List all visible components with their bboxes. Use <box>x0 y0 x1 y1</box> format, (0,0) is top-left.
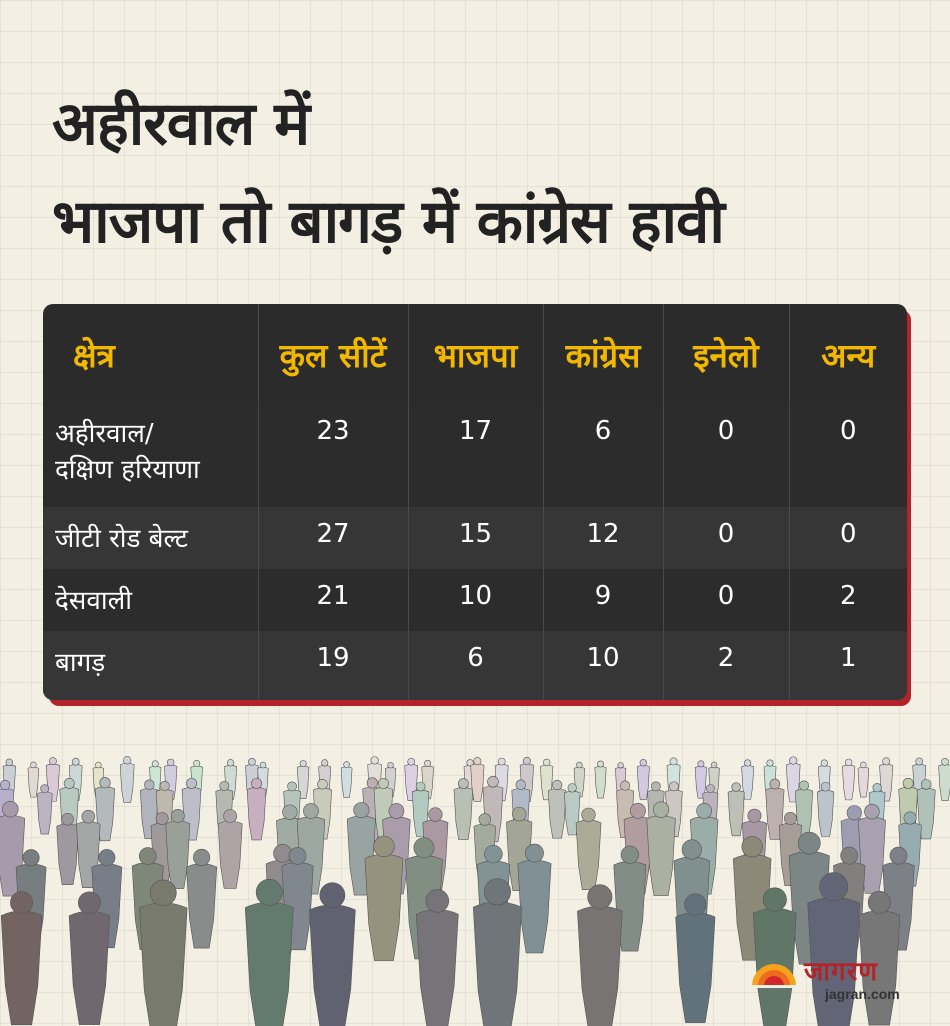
crowd-person <box>573 761 586 798</box>
congress-cell: 12 <box>543 507 664 569</box>
crowd-person <box>36 784 53 835</box>
crowd-person <box>297 760 310 799</box>
crowd-person <box>472 878 522 1026</box>
others-cell: 2 <box>839 581 857 611</box>
total-seats-cell: 23 <box>258 404 409 507</box>
crowd-person <box>416 889 459 1026</box>
total-seats-cell: 19 <box>258 631 409 700</box>
crowd-person <box>56 813 79 885</box>
crowd-person <box>636 759 650 800</box>
header-inld: इनेलो <box>663 304 790 404</box>
table-row: जीटी रोड बेल्ट 27 15 12 0 0 <box>43 507 907 569</box>
crowd-person <box>27 761 40 798</box>
crowd-person <box>816 781 835 837</box>
headline-line-1: अहीरवाल में <box>52 89 310 159</box>
inld-cell: 0 <box>663 569 790 631</box>
region-cell: अहीरवाल/दक्षिण हरियाणा <box>43 404 259 507</box>
region-cell: बागड़ <box>43 631 259 700</box>
others-cell: 0 <box>839 519 857 549</box>
crowd-person <box>807 872 861 1026</box>
table-header-row: क्षेत्र कुल सीटें भाजपा कांग्रेस इनेलो अ… <box>43 304 907 404</box>
congress-cell: 10 <box>543 631 664 700</box>
bjp-cell: 15 <box>408 507 544 569</box>
region-name-line-1: अहीरवाल/ <box>55 419 154 449</box>
crowd-person <box>694 760 707 799</box>
total-seats-cell: 27 <box>258 507 409 569</box>
header-others: अन्य <box>821 335 876 375</box>
bjp-cell: 6 <box>408 631 544 700</box>
region-name-line-2: दक्षिण हरियाणा <box>55 455 200 485</box>
crowd-person <box>340 761 353 798</box>
crowd-person <box>246 778 267 841</box>
crowd-person <box>646 801 676 896</box>
rising-sun-logo-icon <box>750 964 798 988</box>
inld-cell: 0 <box>663 507 790 569</box>
crowd-person <box>547 779 567 839</box>
header-region: क्षेत्र <box>43 304 259 404</box>
crowd-person <box>244 878 294 1026</box>
jagran-logo: जागरण jagran.com <box>748 952 928 1012</box>
crowd-person <box>858 803 886 894</box>
crowd-person <box>453 778 474 841</box>
crowd-person <box>857 761 870 798</box>
logo-url: jagran.com <box>825 986 900 1002</box>
header-total-seats: कुल सीटें <box>258 304 409 404</box>
others-cell: 0 <box>839 416 857 446</box>
crowd-person <box>186 848 218 949</box>
crowd-person <box>45 757 60 802</box>
crowd-person <box>470 757 485 802</box>
crowd-person <box>364 835 404 961</box>
crowd-person <box>858 890 901 1026</box>
others-cell: 1 <box>839 643 857 673</box>
crowd-person <box>309 882 356 1026</box>
crowd-person <box>165 808 191 889</box>
crowd-person <box>119 756 135 803</box>
crowd-person <box>727 782 745 837</box>
total-seats-cell: 21 <box>258 569 409 631</box>
crowd-person <box>594 760 607 799</box>
results-table: क्षेत्र कुल सीटें भाजपा कांग्रेस इनेलो अ… <box>43 304 907 700</box>
crowd-person <box>517 843 552 954</box>
crowd-person <box>68 891 110 1025</box>
inld-cell: 0 <box>663 404 790 507</box>
region-cell: देसवाली <box>43 569 259 631</box>
crowd-person <box>675 893 716 1023</box>
congress-cell: 6 <box>543 404 664 507</box>
table-row: अहीरवाल/दक्षिण हरियाणा 23 17 6 0 0 <box>43 404 907 507</box>
region-cell: जीटी रोड बेल्ट <box>43 507 259 569</box>
congress-cell: 9 <box>543 569 664 631</box>
logo-wordmark: जागरण <box>804 957 879 987</box>
crowd-person <box>217 809 243 889</box>
bjp-cell: 10 <box>408 569 544 631</box>
crowd-person <box>139 879 188 1026</box>
bjp-cell: 17 <box>408 404 544 507</box>
header-congress: कांग्रेस <box>543 304 664 404</box>
crowd-person <box>575 807 602 891</box>
headline-line-2: भाजपा तो बागड़ में कांग्रेस हावी <box>52 187 725 257</box>
crowd-person <box>577 884 623 1026</box>
table-row: बागड़ 19 6 10 2 1 <box>43 631 907 700</box>
inld-cell: 2 <box>663 631 790 700</box>
crowd-person <box>613 845 647 952</box>
crowd-illustration <box>0 756 950 1026</box>
crowd-person <box>842 758 856 801</box>
header-bjp: भाजपा <box>408 304 544 404</box>
crowd-person <box>741 759 755 800</box>
crowd-person <box>938 757 950 801</box>
table-row: देसवाली 21 10 9 0 2 <box>43 569 907 631</box>
crowd-person <box>0 891 43 1026</box>
